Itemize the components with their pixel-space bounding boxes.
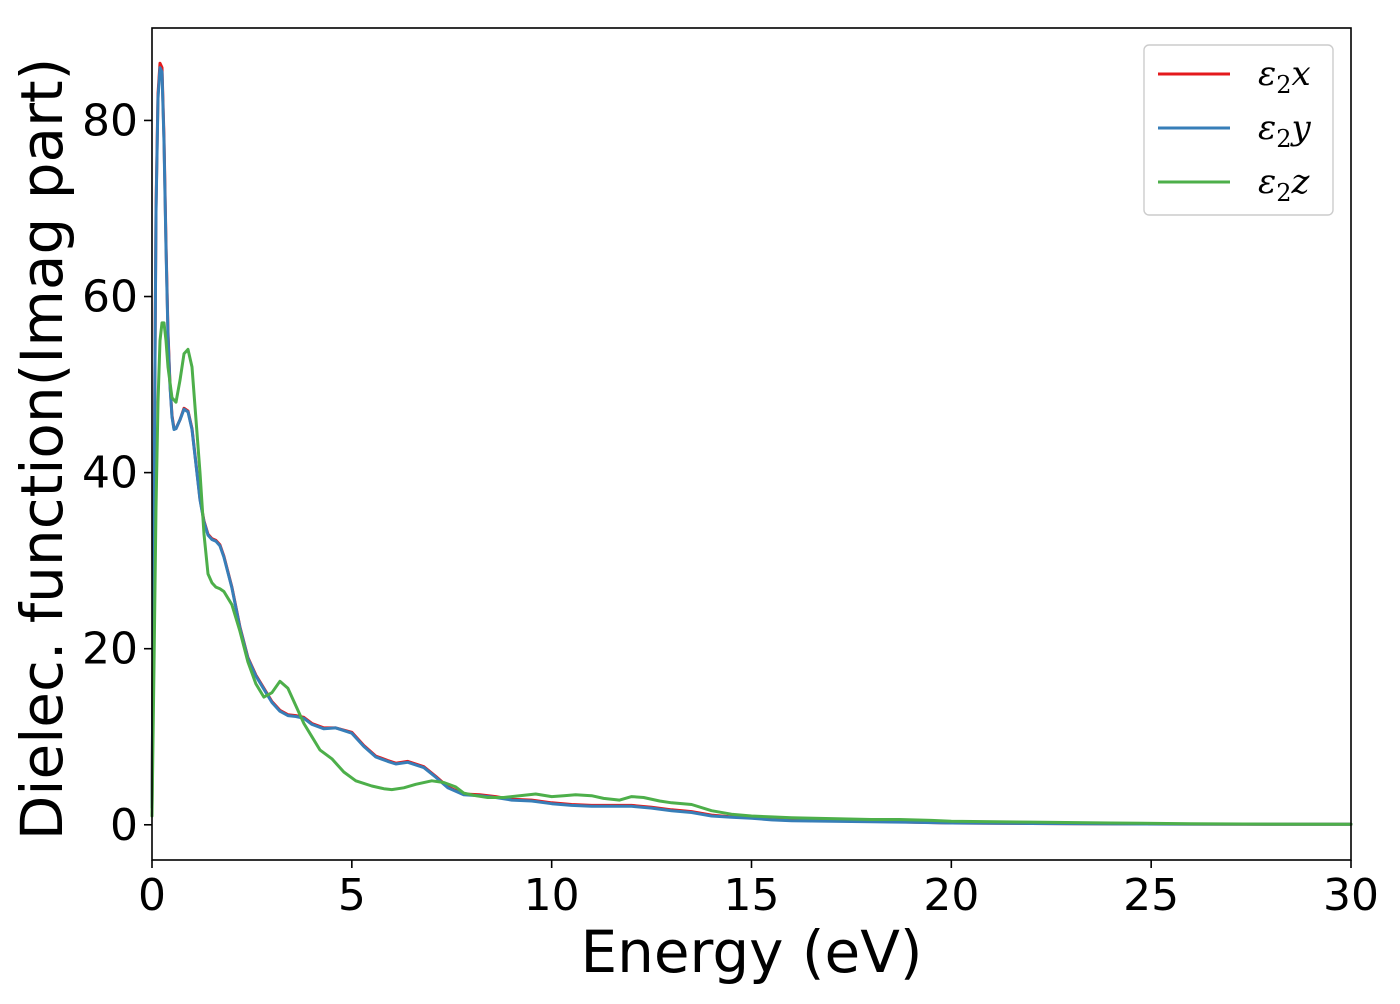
x-tick-label: 30 <box>1323 870 1379 921</box>
series-line-y <box>150 66 1353 826</box>
y-tick-label: 20 <box>82 624 138 675</box>
ticks-layer: 0 5 10 15 20 25 30 0 20 40 60 80 <box>82 95 1379 921</box>
x-tick-label: 5 <box>338 870 366 921</box>
y-tick-label: 40 <box>82 448 138 499</box>
y-tick-label: 80 <box>82 95 138 146</box>
y-tick-label: 0 <box>110 800 138 851</box>
legend-items: ε2x ε2y ε2z <box>1158 54 1312 207</box>
legend-box <box>1143 44 1334 216</box>
x-axis-label: Energy (eV) <box>580 918 922 986</box>
x-tick-label: 15 <box>724 870 780 921</box>
x-tick-label: 0 <box>138 870 166 921</box>
x-tick-label: 25 <box>1123 870 1179 921</box>
y-tick-label: 60 <box>82 272 138 323</box>
series-layer <box>150 61 1353 826</box>
series-line-z <box>150 321 1353 826</box>
legend: ε2x ε2y ε2z <box>1143 44 1334 216</box>
x-tick-label: 10 <box>524 870 580 921</box>
legend-label-x: ε2x <box>1258 54 1311 99</box>
legend-label-y: ε2y <box>1258 108 1312 153</box>
y-axis-label: Dielec. function(Imag part) <box>8 58 76 841</box>
legend-label-z: ε2z <box>1258 162 1311 207</box>
x-tick-label: 20 <box>923 870 979 921</box>
